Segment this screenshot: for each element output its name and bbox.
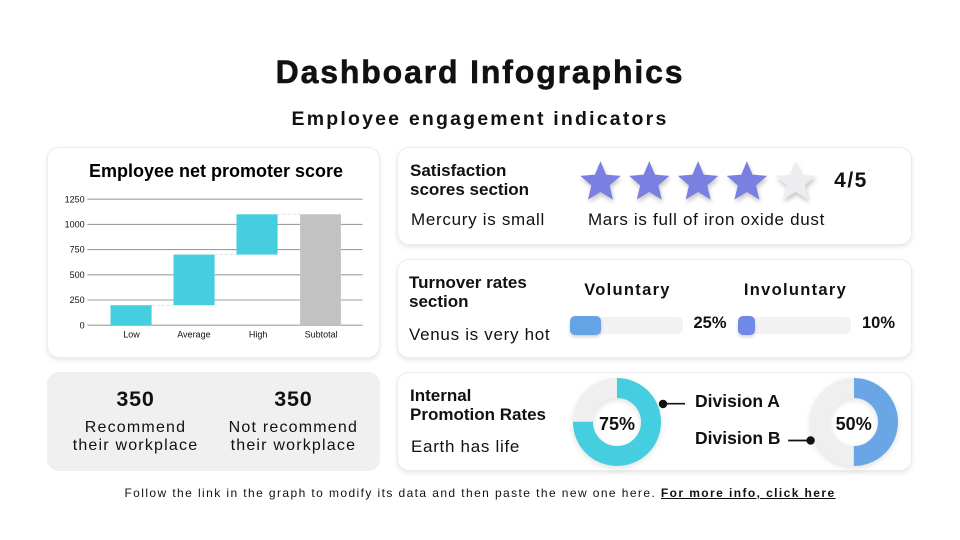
svg-text:Employee net promoter score: Employee net promoter score (89, 161, 343, 181)
svg-text:Low: Low (123, 330, 140, 340)
svg-text:250: 250 (70, 295, 85, 305)
svg-text:1250: 1250 (65, 194, 85, 204)
svg-text:Average: Average (177, 330, 210, 340)
svg-text:Subtotal: Subtotal (305, 330, 338, 340)
svg-text:500: 500 (70, 270, 85, 280)
svg-text:750: 750 (70, 245, 85, 255)
svg-text:1000: 1000 (65, 220, 85, 230)
svg-text:High: High (249, 330, 268, 340)
svg-text:0: 0 (80, 320, 85, 330)
